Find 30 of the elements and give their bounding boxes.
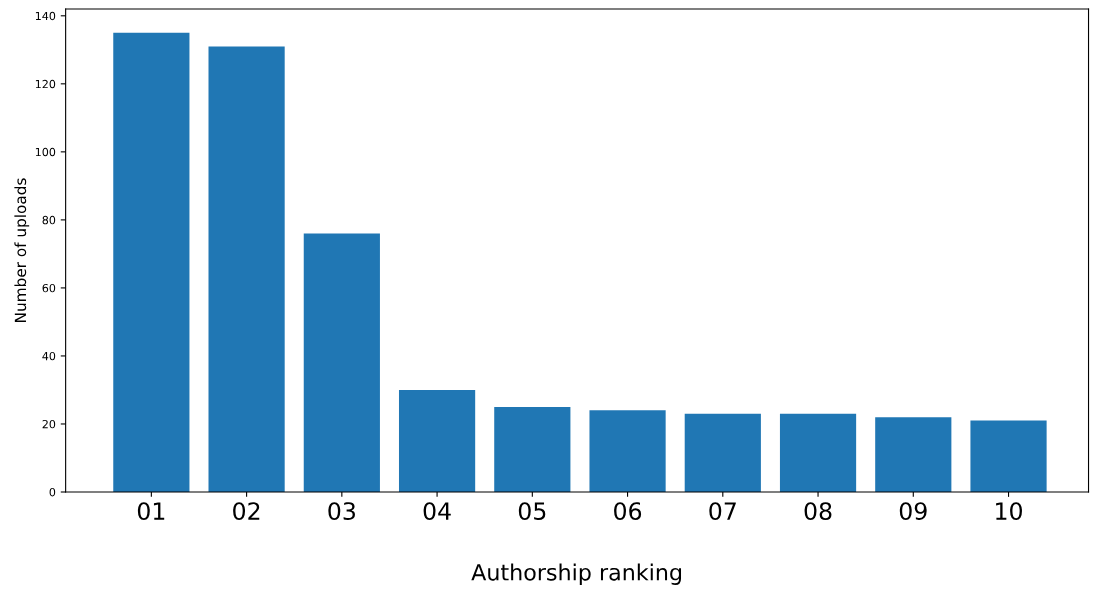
y-tick-label: 120 — [35, 79, 56, 89]
bar — [303, 233, 380, 492]
x-tick-label: 07 — [709, 502, 736, 520]
x-tick-label: 03 — [328, 502, 355, 520]
bar — [875, 417, 952, 492]
y-tick-label: 100 — [35, 147, 56, 157]
y-axis-title: Number of uploads — [14, 178, 30, 322]
bar — [684, 413, 761, 492]
y-tick-label: 0 — [49, 487, 56, 497]
y-tick-label: 20 — [42, 419, 56, 429]
y-tick-label: 140 — [35, 11, 56, 21]
x-tick-label: 06 — [614, 502, 642, 520]
x-tick-label: 09 — [899, 502, 927, 520]
bar — [113, 32, 190, 492]
y-tick-label: 60 — [42, 283, 56, 293]
bar — [494, 406, 571, 492]
y-tick-label: 80 — [42, 215, 56, 225]
x-tick-label: 10 — [996, 502, 1022, 520]
bar — [589, 410, 666, 492]
bar — [398, 389, 476, 492]
bar — [970, 420, 1047, 492]
y-tick-label: 40 — [42, 351, 56, 361]
x-axis-title: Authorship ranking — [471, 563, 682, 585]
bar — [208, 46, 285, 492]
x-tick-label: 01 — [137, 502, 165, 520]
x-tick-label: 04 — [423, 502, 451, 520]
x-tick-label: 08 — [804, 502, 832, 520]
bar — [779, 413, 857, 492]
x-tick-label: 05 — [518, 502, 546, 520]
x-tick-label: 02 — [233, 502, 260, 520]
